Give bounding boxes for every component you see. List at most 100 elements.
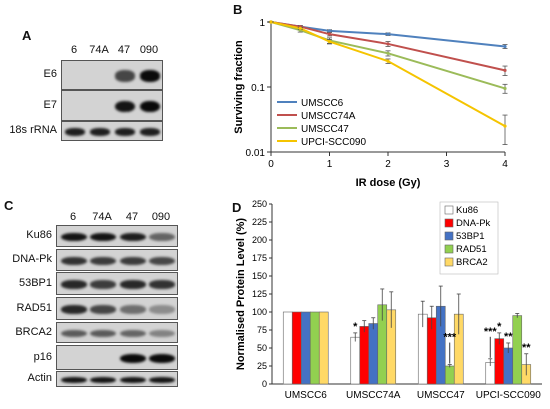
band bbox=[120, 256, 146, 266]
blot-strip bbox=[56, 297, 178, 320]
blot-strip bbox=[56, 371, 178, 387]
row-label: BRCA2 bbox=[15, 325, 52, 338]
significance-label: ** bbox=[504, 331, 513, 343]
y-tick-label: 225 bbox=[252, 217, 267, 227]
row-label: E6 bbox=[43, 68, 57, 80]
lane-label: 74A bbox=[92, 211, 112, 223]
data-point bbox=[386, 32, 390, 36]
legend-swatch bbox=[444, 231, 454, 241]
band bbox=[61, 329, 87, 338]
legend-label: UMSCC47 bbox=[301, 124, 349, 135]
data-point bbox=[503, 124, 507, 128]
y-tick-label: 100 bbox=[252, 307, 267, 317]
band bbox=[90, 256, 116, 266]
legend-swatch bbox=[444, 257, 454, 267]
band bbox=[149, 376, 175, 384]
band bbox=[115, 70, 135, 82]
category-label: UMSCC74A bbox=[346, 390, 401, 401]
bar bbox=[444, 365, 455, 385]
blot-strip bbox=[56, 272, 178, 295]
row-label: E7 bbox=[43, 98, 57, 111]
y-tick-label: 250 bbox=[252, 199, 267, 209]
band bbox=[61, 232, 87, 242]
data-point bbox=[386, 51, 390, 55]
data-point bbox=[503, 68, 507, 73]
legend-label: 53BP1 bbox=[456, 231, 485, 242]
y-tick-label: 175 bbox=[252, 253, 267, 263]
category-label: UMSCC6 bbox=[285, 390, 328, 401]
legend-swatch bbox=[444, 244, 454, 254]
band bbox=[120, 305, 146, 314]
band bbox=[115, 100, 135, 113]
y-tick-label: 0 bbox=[262, 379, 267, 389]
row-label: p16 bbox=[33, 350, 52, 363]
lane-label: 090 bbox=[151, 211, 171, 223]
data-point bbox=[269, 20, 273, 24]
panel-a-letter: A bbox=[22, 28, 32, 43]
y-tick-label: 125 bbox=[252, 289, 267, 299]
panel-c-letter: C bbox=[4, 198, 14, 213]
category-label: UMSCC47 bbox=[417, 390, 465, 401]
legend-label: BRCA2 bbox=[456, 257, 488, 268]
significance-label: * bbox=[497, 321, 502, 333]
bar bbox=[300, 311, 311, 385]
band bbox=[90, 232, 116, 242]
x-tick-label: 2 bbox=[385, 159, 391, 170]
significance-label: *** bbox=[484, 326, 498, 338]
bar bbox=[359, 326, 370, 385]
bar bbox=[291, 311, 302, 385]
band bbox=[120, 353, 146, 364]
band bbox=[115, 128, 135, 136]
x-axis-title: IR dose (Gy) bbox=[356, 177, 421, 189]
band bbox=[149, 353, 175, 364]
blot-strip bbox=[61, 90, 163, 121]
data-point bbox=[386, 59, 390, 63]
band bbox=[90, 376, 116, 384]
category-label: UPCI-SCC090 bbox=[476, 390, 541, 401]
band bbox=[149, 329, 175, 338]
panel-b-survival-chart: 0 1 2 3 4 0.01 0.1 1 IR dose (Gy) Surviving fract… bbox=[233, 18, 508, 189]
y-axis-title: Normalised Protein Level (%) bbox=[235, 218, 247, 371]
band bbox=[120, 329, 146, 338]
lane-label: 47 bbox=[125, 211, 139, 223]
bar bbox=[503, 347, 514, 385]
y-tick-label: 75 bbox=[257, 325, 267, 335]
blot-strip bbox=[56, 225, 178, 247]
blot-strip bbox=[56, 249, 178, 271]
lane-label: 47 bbox=[117, 44, 131, 56]
legend-label: DNA-Pk bbox=[456, 218, 491, 229]
y-axis-title: Surviving fraction bbox=[233, 40, 245, 134]
lane-label: 6 bbox=[69, 211, 77, 223]
lane-label: 090 bbox=[139, 44, 159, 56]
panel-b-letter: B bbox=[233, 2, 243, 17]
blot-strip bbox=[56, 345, 178, 370]
x-tick-label: 4 bbox=[502, 159, 508, 170]
bar bbox=[282, 311, 293, 385]
band bbox=[65, 128, 85, 136]
bar bbox=[368, 323, 379, 385]
row-label: DNA-Pk bbox=[12, 253, 52, 265]
y-tick-label: 0.1 bbox=[251, 83, 265, 94]
legend-swatch bbox=[444, 218, 454, 228]
y-tick-label: 1 bbox=[259, 18, 265, 29]
y-tick-label: 25 bbox=[257, 361, 267, 371]
band bbox=[120, 280, 146, 289]
band bbox=[61, 256, 87, 266]
significance-label: * bbox=[353, 321, 358, 333]
row-label: 18s rRNA bbox=[9, 124, 57, 136]
band bbox=[61, 280, 87, 289]
data-point bbox=[327, 39, 332, 44]
x-tick-label: 1 bbox=[327, 159, 333, 170]
row-label: Actin bbox=[27, 372, 52, 384]
legend-label: UMSCC6 bbox=[301, 98, 344, 109]
band bbox=[90, 305, 116, 314]
lane-label: 74A bbox=[89, 44, 109, 56]
panel-d-letter: D bbox=[232, 200, 242, 215]
bar bbox=[318, 311, 329, 385]
lane-label: 6 bbox=[70, 44, 78, 56]
data-point bbox=[386, 42, 390, 46]
band bbox=[149, 256, 175, 266]
row-label: 53BP1 bbox=[18, 276, 52, 289]
data-point bbox=[503, 44, 507, 49]
band bbox=[120, 376, 146, 384]
